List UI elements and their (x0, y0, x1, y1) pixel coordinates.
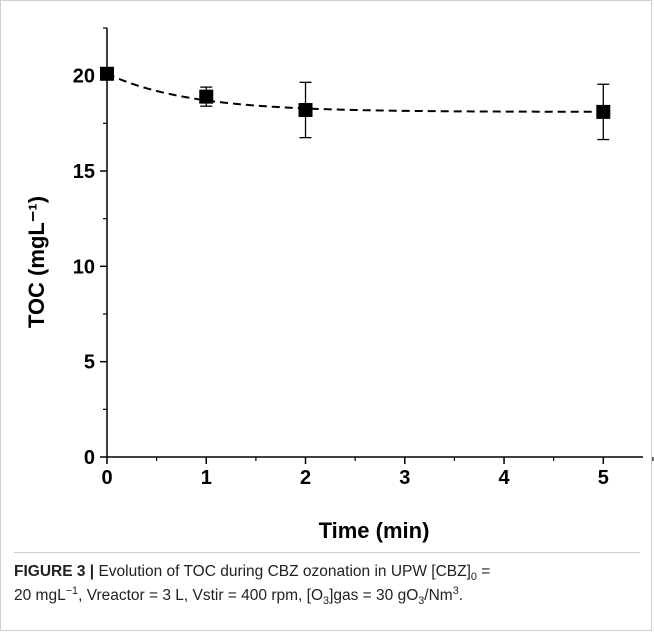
caption-text-1: Evolution of TOC during CBZ ozonation in… (94, 563, 471, 580)
ticks: 0 1 2 3 4 5 0 5 10 15 20 (73, 27, 654, 489)
toc-chart: 0 1 2 3 4 5 0 5 10 15 20 Time (min) TOC (mgL⁻¹) (24, 27, 654, 543)
data-point-0 (100, 66, 114, 81)
x-axis-label: Time (min) (319, 518, 430, 543)
data-marks (100, 66, 611, 141)
x-tick-label-1: 1 (201, 467, 212, 489)
caption-sub-3a: 3 (323, 595, 330, 608)
caption-text-2b: , Vreactor = 3 L, Vstir = 400 rpm, [O (78, 587, 324, 604)
caption-text-2c: ]gas = 30 gO (329, 587, 419, 604)
caption-sup-3: 3 (452, 584, 459, 597)
y-tick-label-20: 20 (73, 66, 95, 88)
caption-divider (14, 552, 640, 553)
caption-line-1: FIGURE 3 | Evolution of TOC during CBZ o… (14, 560, 640, 584)
caption-text-2d: /Nm (424, 587, 453, 604)
figure-label: FIGURE 3 | (14, 563, 95, 580)
y-tick-label-15: 15 (73, 161, 95, 183)
caption-sub-0: 0 (470, 571, 477, 584)
figure-caption: FIGURE 3 | Evolution of TOC during CBZ o… (14, 560, 640, 608)
caption-text-1b: = (476, 563, 491, 580)
caption-sup-1: −1 (65, 584, 79, 597)
axes (106, 28, 643, 458)
fit-curve (106, 72, 604, 113)
caption-sub-3b: 3 (418, 595, 425, 608)
data-point-2 (298, 102, 313, 117)
y-tick-label-5: 5 (84, 352, 95, 374)
caption-line-2: 20 mgL−1, Vreactor = 3 L, Vstir = 400 rp… (14, 584, 640, 608)
data-point-1 (199, 89, 214, 104)
y-axis-label: TOC (mgL⁻¹) (24, 196, 49, 328)
x-tick-label-2: 2 (300, 467, 311, 489)
y-tick-label-0: 0 (84, 447, 95, 469)
x-tick-label-3: 3 (399, 467, 410, 489)
x-tick-label-0: 0 (101, 467, 112, 489)
caption-text-2a: 20 mgL (14, 587, 66, 604)
y-tick-label-10: 10 (73, 256, 95, 278)
x-tick-label-5: 5 (598, 467, 609, 489)
caption-text-2e: . (458, 587, 464, 604)
x-tick-label-4: 4 (498, 467, 510, 489)
data-point-3 (596, 104, 611, 119)
dashed-fit-line (106, 72, 604, 113)
